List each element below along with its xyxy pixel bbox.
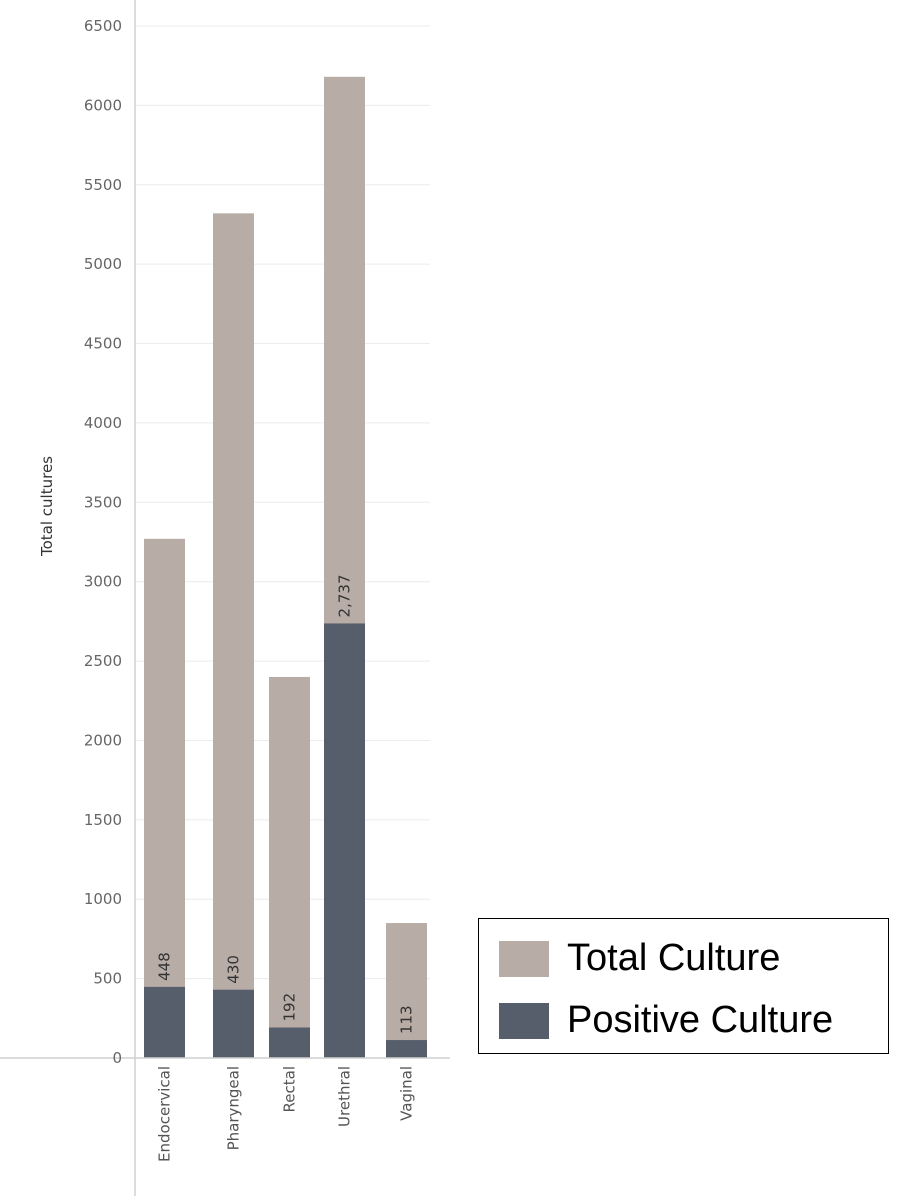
data-label-vaginal: 113	[398, 1005, 416, 1034]
y-tick-labels: 0 500 1000 1500 2000 2500 3000 3500 4000 4500 5000…	[84, 17, 122, 1067]
bar-total-pharyngeal	[213, 213, 254, 1059]
y-tick-label: 6500	[84, 17, 122, 35]
x-category-labels: Endocervical Pharyngeal Rectal Urethral Vagi…	[156, 1066, 416, 1162]
y-tick-label: 4000	[84, 414, 122, 432]
bar-positive-vaginal	[386, 1040, 427, 1058]
data-labels: 448 430 192 2,737 113	[156, 574, 416, 1034]
y-tick-label: 2000	[84, 731, 122, 749]
legend-item-positive: Positive Culture	[499, 999, 833, 1042]
category-label-vaginal: Vaginal	[398, 1066, 416, 1121]
category-label-urethral: Urethral	[336, 1066, 354, 1127]
y-tick-label: 5500	[84, 176, 122, 194]
legend-swatch-total	[499, 940, 549, 977]
y-tick-label: 1500	[84, 811, 122, 829]
bar-positive-endocervical	[144, 986, 185, 1058]
legend: Total Culture Positive Culture	[478, 918, 889, 1054]
legend-item-total: Total Culture	[499, 937, 780, 980]
positive-culture-bars	[144, 623, 427, 1058]
y-tick-label: 2500	[84, 652, 122, 670]
y-tick-label: 6000	[84, 96, 122, 114]
bar-total-rectal	[269, 676, 310, 1058]
bar-total-endocervical	[144, 538, 185, 1058]
data-label-endocervical: 448	[156, 952, 174, 981]
data-label-pharyngeal: 430	[225, 955, 243, 984]
y-tick-label: 500	[93, 970, 122, 988]
total-culture-bars	[144, 76, 427, 1059]
y-tick-label: 3000	[84, 573, 122, 591]
y-tick-label: 4500	[84, 335, 122, 353]
category-label-rectal: Rectal	[281, 1066, 299, 1112]
y-tick-label: 5000	[84, 255, 122, 273]
legend-swatch-positive	[499, 1002, 549, 1039]
y-axis-label: Total cultures	[38, 456, 56, 557]
y-tick-label: 1000	[84, 890, 122, 908]
axes	[0, 0, 450, 1196]
legend-label-positive: Positive Culture	[567, 999, 834, 1041]
bar-positive-urethral	[324, 623, 365, 1058]
category-label-endocervical: Endocervical	[156, 1066, 174, 1162]
bar-positive-rectal	[269, 1027, 310, 1058]
legend-label-total: Total Culture	[567, 937, 781, 979]
y-tick-label: 3500	[84, 493, 122, 511]
bar-positive-pharyngeal	[213, 989, 254, 1058]
y-tick-label: 0	[112, 1049, 122, 1067]
bar-total-vaginal	[386, 923, 427, 1058]
data-label-rectal: 192	[281, 993, 299, 1022]
category-label-pharyngeal: Pharyngeal	[225, 1066, 243, 1150]
data-label-urethral: 2,737	[336, 574, 354, 617]
